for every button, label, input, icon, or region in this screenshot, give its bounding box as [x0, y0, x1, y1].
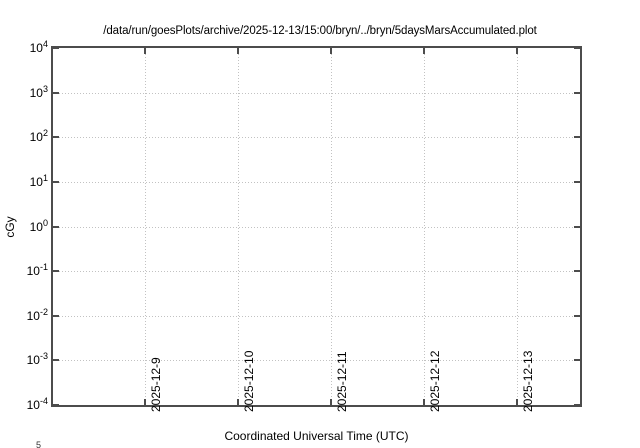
left-tick-mark	[53, 270, 59, 272]
bottom-tick-mark	[423, 399, 425, 405]
x-tick-label: 2025-12-10	[242, 350, 256, 412]
left-tick-mark	[53, 48, 59, 49]
clipped-next-panel-tick-fragment: 5	[36, 440, 42, 448]
bottom-tick-mark	[330, 399, 332, 405]
bottom-tick-mark	[516, 399, 518, 405]
top-tick-mark	[423, 48, 425, 54]
right-tick-mark	[574, 404, 580, 405]
left-tick-mark	[53, 404, 59, 405]
x-axis-title: Coordinated Universal Time (UTC)	[224, 429, 409, 443]
left-tick-mark	[53, 136, 59, 138]
top-tick-mark	[330, 48, 332, 54]
y-tick-label: 103	[29, 84, 48, 100]
horizontal-gridline	[53, 271, 580, 272]
x-tick-label: 2025-12-12	[428, 350, 442, 412]
y-tick-label: 10-4	[26, 396, 48, 412]
right-tick-mark	[574, 270, 580, 272]
right-tick-mark	[574, 136, 580, 138]
left-tick-mark	[53, 359, 59, 361]
plot-frame	[51, 46, 582, 407]
bottom-tick-mark	[144, 399, 146, 405]
right-tick-mark	[574, 359, 580, 361]
left-tick-mark	[53, 181, 59, 183]
horizontal-gridline	[53, 137, 580, 138]
horizontal-gridline	[53, 316, 580, 317]
y-tick-label: 101	[29, 173, 48, 189]
horizontal-gridline	[53, 182, 580, 183]
right-tick-mark	[574, 48, 580, 49]
y-tick-label: 10-3	[26, 351, 48, 367]
vertical-gridline	[517, 48, 518, 405]
left-tick-mark	[53, 315, 59, 317]
y-tick-label: 104	[29, 39, 48, 55]
top-tick-mark	[144, 48, 146, 54]
right-tick-mark	[574, 315, 580, 317]
horizontal-gridline	[53, 93, 580, 94]
right-tick-mark	[574, 181, 580, 183]
x-tick-label: 2025-12-13	[521, 350, 535, 412]
left-tick-mark	[53, 92, 59, 94]
vertical-gridline	[424, 48, 425, 405]
y-axis-title: cGy	[3, 216, 17, 238]
bottom-tick-mark	[237, 399, 239, 405]
y-tick-label: 102	[29, 128, 48, 144]
vertical-gridline	[331, 48, 332, 405]
plot-title: /data/run/goesPlots/archive/2025-12-13/1…	[103, 25, 537, 37]
y-tick-label: 100	[29, 218, 48, 234]
right-tick-mark	[574, 226, 580, 228]
y-tick-label: 10-1	[26, 262, 48, 278]
vertical-gridline	[238, 48, 239, 405]
x-tick-label: 2025-12-11	[335, 351, 349, 413]
right-tick-mark	[574, 92, 580, 94]
horizontal-gridline	[53, 360, 580, 361]
vertical-gridline	[145, 48, 146, 405]
horizontal-gridline	[53, 227, 580, 228]
y-tick-label: 10-2	[26, 307, 48, 323]
left-tick-mark	[53, 226, 59, 228]
plot-area	[53, 48, 580, 405]
top-tick-mark	[516, 48, 518, 54]
top-tick-mark	[237, 48, 239, 54]
x-tick-label: 2025-12-9	[149, 357, 163, 412]
